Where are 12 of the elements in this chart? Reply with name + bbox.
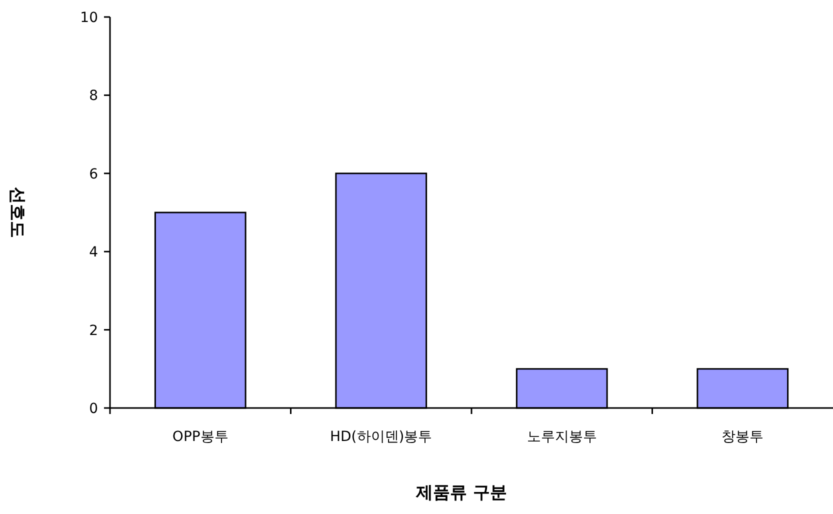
y-tick-label: 0: [89, 401, 98, 417]
y-axis-title: 선호도: [7, 187, 27, 238]
y-tick-label: 8: [89, 88, 98, 104]
y-tick-label: 4: [89, 244, 98, 261]
y-tick-label: 6: [89, 166, 98, 182]
y-tick-label: 10: [80, 10, 98, 26]
x-tick-label: OPP봉투: [172, 429, 228, 445]
x-axis-title: 제품류 구분: [415, 483, 507, 503]
y-tick-label: 2: [89, 322, 98, 339]
x-tick-label: HD(하이덴)봉투: [330, 429, 432, 445]
x-tick-label: 노루지봉투: [526, 429, 597, 445]
x-tick-label: 창봉투: [722, 429, 764, 445]
